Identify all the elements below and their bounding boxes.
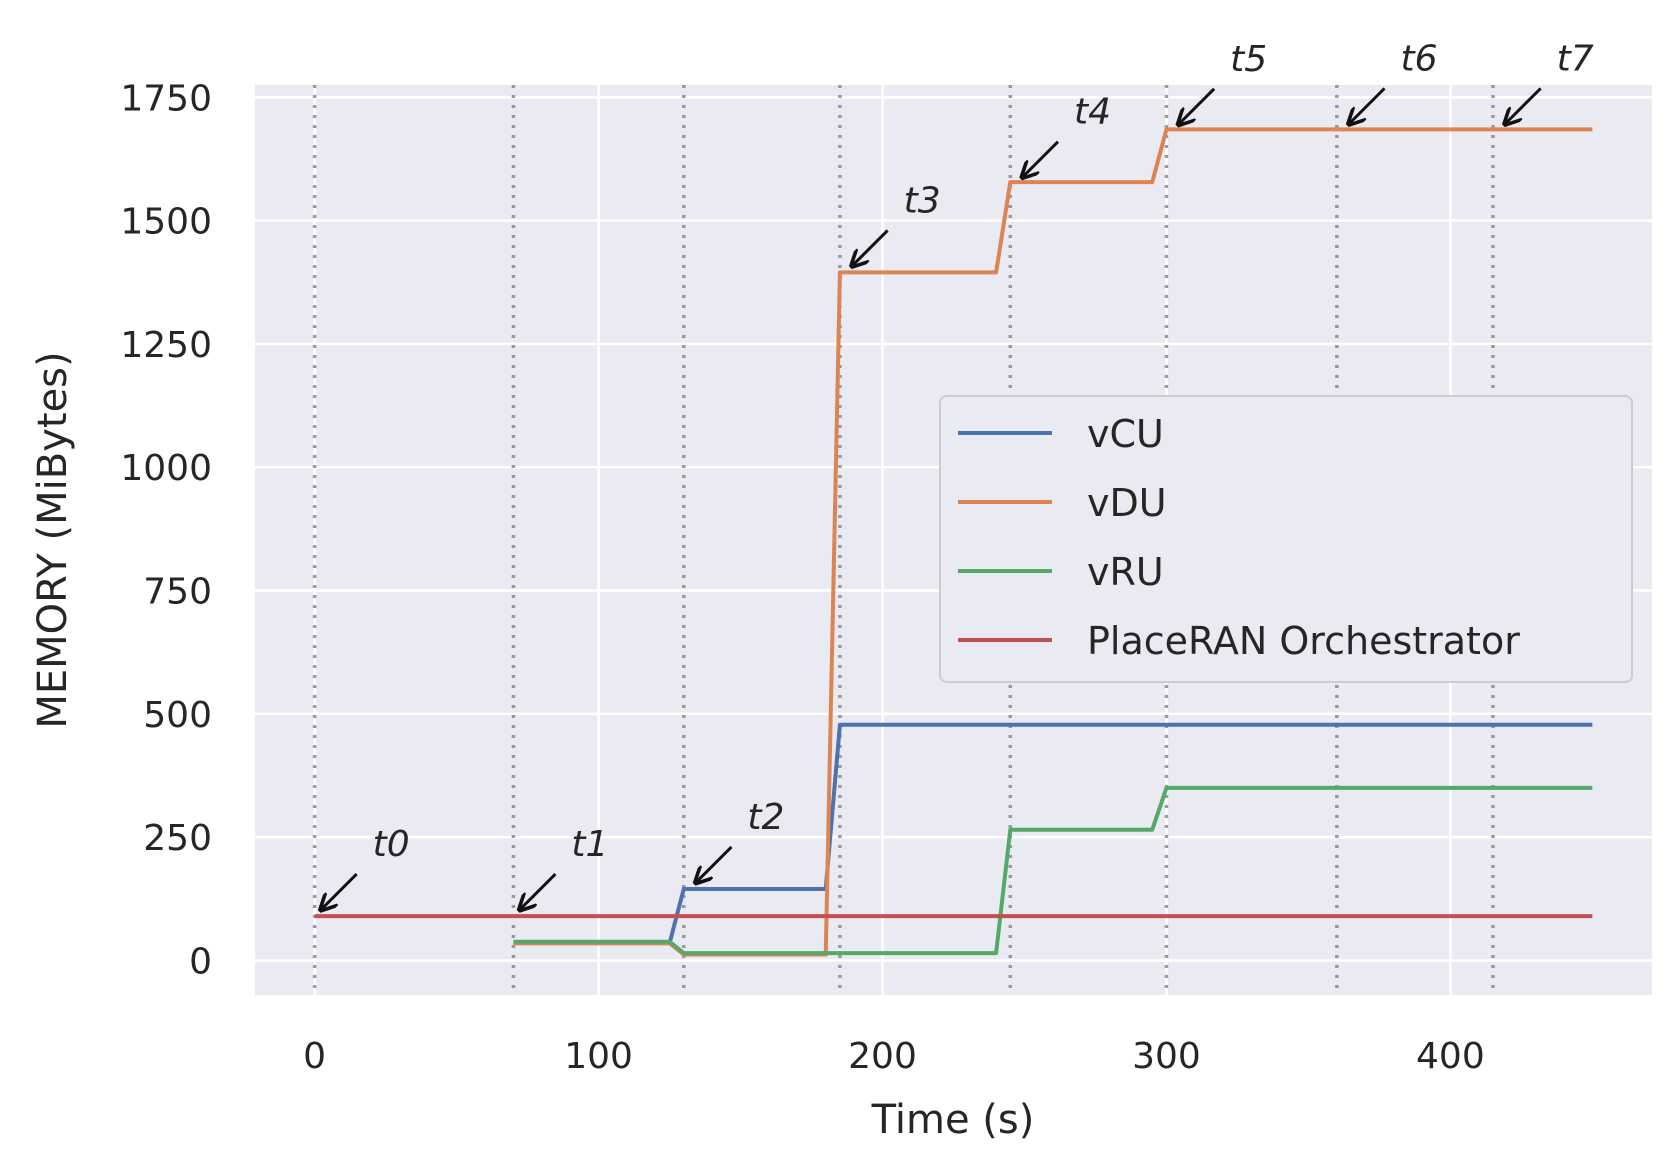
y-tick-label: 250 <box>143 818 212 859</box>
series-lines <box>314 127 1593 957</box>
annotations: t0 t1 t2 t3 t4 t5 t6 t7 <box>321 38 1594 910</box>
annotation-arrow <box>1178 87 1216 125</box>
y-tick-label: 1250 <box>120 325 212 366</box>
annotation-label-t7: t7 <box>1557 38 1594 79</box>
annotation-label-t1: t1 <box>571 824 608 865</box>
legend-entry: vDU <box>1087 481 1167 525</box>
legend-entry: vCU <box>1087 412 1164 456</box>
y-tick-label: 0 <box>189 941 212 982</box>
legend-entry: PlaceRAN Orchestrator <box>1087 619 1520 663</box>
annotation-arrow <box>519 873 557 910</box>
y-axis-label: MEMORY (MiBytes) <box>30 351 76 728</box>
annotation-arrow <box>852 229 889 266</box>
annotation-label-t3: t3 <box>904 180 941 221</box>
event-lines <box>312 85 1495 995</box>
x-tick-labels: 0 100 200 300 400 <box>303 1036 1485 1077</box>
x-tick-label: 200 <box>848 1036 917 1077</box>
series-line-vru <box>513 785 1593 956</box>
annotation-arrow <box>1505 87 1542 124</box>
x-tick-label: 300 <box>1132 1036 1201 1077</box>
y-tick-label: 1750 <box>120 78 212 119</box>
annotation-label-t0: t0 <box>373 824 410 865</box>
x-axis-label: Time (s) <box>871 1097 1035 1143</box>
y-tick-label: 1000 <box>120 448 212 489</box>
annotation-label-t4: t4 <box>1074 92 1111 133</box>
y-tick-label: 500 <box>143 695 212 736</box>
annotation-arrow <box>1022 140 1060 178</box>
annotation-label-t6: t6 <box>1401 38 1438 79</box>
x-tick-label: 400 <box>1416 1036 1485 1077</box>
x-tick-label: 0 <box>303 1036 326 1077</box>
annotation-label-t2: t2 <box>747 797 784 838</box>
annotation-arrow <box>321 873 358 910</box>
annotation-label-t5: t5 <box>1230 39 1267 80</box>
legend: vCU vDU vRU PlaceRAN Orchestrator <box>939 395 1633 683</box>
x-tick-label: 100 <box>564 1036 633 1077</box>
y-tick-label: 750 <box>143 572 212 613</box>
legend-entry: vRU <box>1087 550 1164 594</box>
legend-box <box>939 395 1633 683</box>
y-tick-labels: 0 250 500 750 1000 1250 1500 1750 <box>120 78 212 982</box>
annotation-arrow <box>695 845 733 883</box>
annotation-arrow <box>1349 87 1386 124</box>
y-tick-label: 1500 <box>120 202 212 243</box>
